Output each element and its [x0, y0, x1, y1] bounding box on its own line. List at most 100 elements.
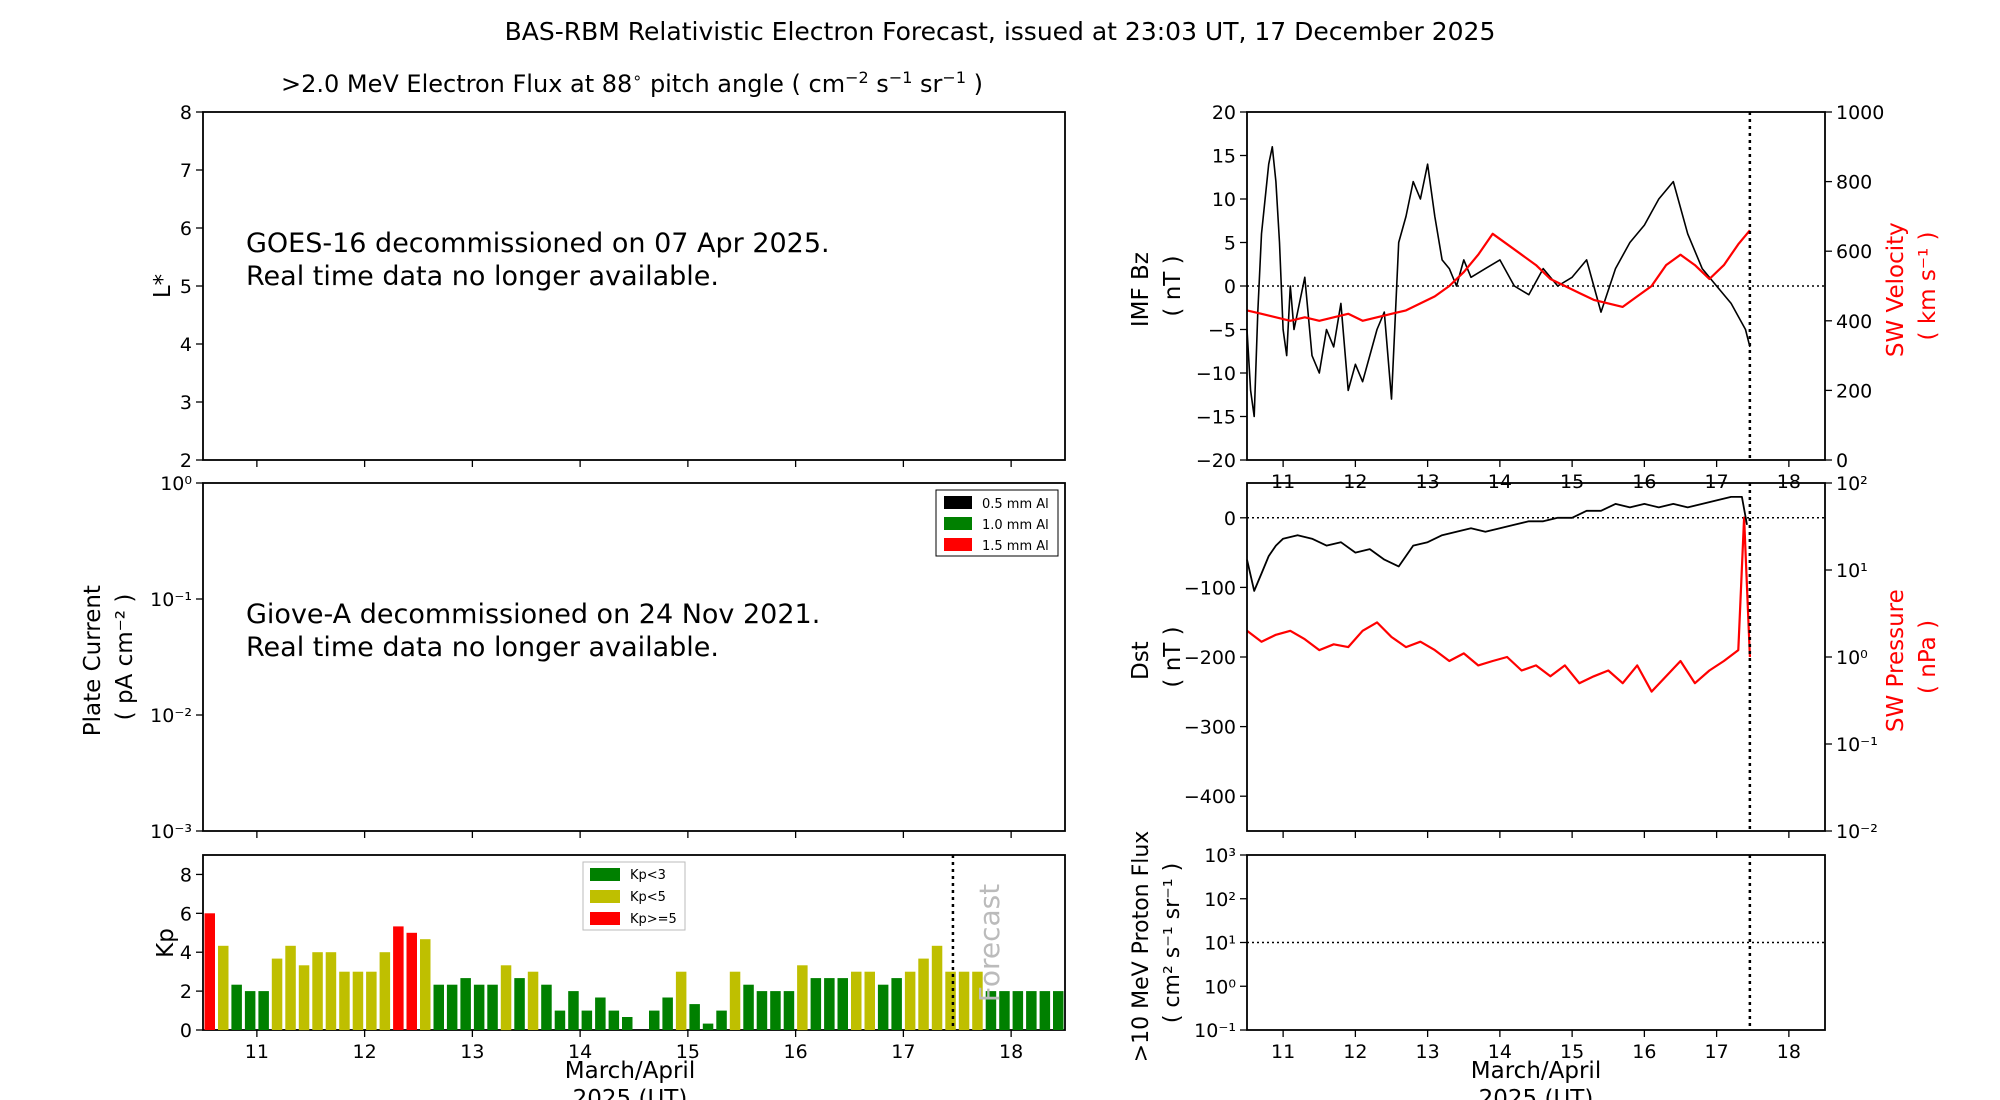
kp-bar	[244, 991, 256, 1030]
kp-forecast-label: Forecast	[973, 884, 1006, 1003]
kp-bar	[460, 978, 471, 1030]
kp-bar	[702, 1023, 714, 1030]
kp-bar	[958, 971, 970, 1030]
plate-ylabel-line2: ( pA cm⁻² )	[112, 594, 138, 721]
kp-bar	[339, 971, 350, 1030]
dst-ylabel: Dst ( nT )	[1128, 626, 1186, 687]
kp-bar	[204, 913, 215, 1030]
proton-x-tick-label: 17	[1705, 1041, 1729, 1063]
kp-bar	[473, 984, 485, 1030]
kp-bar	[500, 965, 512, 1031]
proton-x-tick-label: 14	[1488, 1041, 1512, 1063]
imf-y-tick-label: −20	[1196, 450, 1236, 472]
kp-bar	[271, 958, 283, 1030]
kp-bar	[689, 1004, 700, 1030]
sw-velocity-y-tick-label: 1000	[1836, 102, 1884, 124]
kp-bar	[999, 991, 1010, 1030]
kp-legend: Kp<3 Kp<5 Kp>=5	[582, 861, 686, 931]
kp-panel: 8 6 4 2 0 11 12 13 14 15 16 17 18 Forecast Kp Kp<3 …	[153, 854, 1066, 1100]
legend-label-1.5mm: 1.5 mm Al	[982, 539, 1049, 554]
kp-bar	[541, 984, 552, 1030]
dst-axes	[1246, 482, 1826, 832]
kp-bar	[716, 1010, 727, 1030]
proton-ylabel-line2: ( cm² s⁻¹ sr⁻¹ )	[1160, 863, 1185, 1023]
sw-velocity-y-tick-label: 200	[1836, 380, 1872, 402]
legend-swatch-1.5mm	[944, 538, 972, 551]
kp-legend-swatch-low	[590, 868, 620, 881]
proton-x-ticks: 11 12 13 14 15 16 17 18	[1271, 1030, 1801, 1063]
flux-y-tick-label: 6	[180, 218, 192, 240]
kp-bar	[325, 952, 337, 1030]
sw-pressure-line	[1246, 516, 1751, 693]
plate-ylabel: Plate Current ( pA cm⁻² )	[80, 578, 138, 737]
flux-notice-line2: Real time data no longer available.	[246, 261, 719, 292]
imf-y-tick-label: 15	[1212, 146, 1236, 168]
kp-bar	[675, 971, 687, 1030]
sw-pressure-ylabel-line1: SW Pressure	[1883, 589, 1909, 732]
kp-legend-label-mid: Kp<5	[630, 890, 666, 905]
kp-legend-label-low: Kp<3	[630, 868, 666, 883]
plate-legend: 0.5 mm Al 1.0 mm Al 1.5 mm Al	[935, 489, 1059, 557]
kp-bar	[756, 991, 768, 1030]
kp-bar	[393, 926, 404, 1030]
proton-y-tick-label: 10⁰	[1204, 976, 1236, 998]
flux-panel: >2.0 MeV Electron Flux at 88∘ pitch angl…	[150, 68, 1066, 472]
plate-y-tick-label: 10⁻³	[150, 821, 192, 843]
kp-bar	[729, 971, 741, 1030]
dst-y-tick-label: −300	[1184, 717, 1236, 739]
imf-x-tick-label: 12	[1343, 471, 1367, 493]
imf-x-tick-label: 15	[1560, 471, 1584, 493]
kp-bar	[649, 1010, 660, 1030]
kp-bar	[298, 965, 310, 1031]
kp-bar	[420, 939, 431, 1030]
sw-velocity-ylabel-line2: ( km s⁻¹ )	[1915, 232, 1941, 341]
dst-ylabel-line1: Dst	[1128, 641, 1154, 680]
imf-x-tick-label: 13	[1416, 471, 1440, 493]
dst-y-tick-label: 0	[1224, 508, 1236, 530]
kp-y-tick-label: 0	[180, 1020, 192, 1042]
imf-y-ticks: −20 −15 −10 −5 0 5 10 15 20	[1196, 102, 1247, 472]
plate-notice-line2: Real time data no longer available.	[246, 632, 719, 663]
kp-bar	[985, 991, 997, 1030]
kp-bar	[446, 984, 458, 1030]
plate-axes	[202, 482, 1066, 832]
imf-x-tick-label: 16	[1632, 471, 1656, 493]
proton-y-tick-label: 10¹	[1204, 933, 1236, 955]
imf-x-tick-label: 17	[1705, 471, 1729, 493]
kp-bar	[662, 997, 673, 1030]
legend-swatch-1.0mm	[944, 517, 972, 530]
imf-ylabel-line1: IMF Bz	[1128, 252, 1154, 327]
kp-y-tick-label: 8	[180, 864, 192, 886]
kp-bar	[1039, 991, 1051, 1030]
kp-bar	[931, 945, 943, 1030]
kp-bar	[770, 991, 781, 1030]
kp-x-tick-label: 11	[245, 1041, 269, 1063]
kp-xlabel-line2: 2025 (UT)	[573, 1086, 688, 1100]
kp-x-tick-label: 17	[891, 1041, 915, 1063]
dst-y-ticks: 0 −100 −200 −300 −400	[1184, 508, 1247, 808]
sw-velocity-ylabel: SW Velocity ( km s⁻¹ )	[1883, 215, 1941, 357]
legend-label-0.5mm: 0.5 mm Al	[982, 497, 1049, 512]
kp-y-tick-label: 6	[180, 903, 192, 925]
kp-bar	[285, 945, 296, 1030]
proton-xlabel-line2: 2025 (UT)	[1479, 1086, 1594, 1100]
flux-y-tick-label: 4	[180, 334, 192, 356]
imf-x-tick-label: 11	[1271, 471, 1295, 493]
kp-y-ticks: 8 6 4 2 0	[180, 864, 203, 1042]
kp-xlabel-line1: March/April	[565, 1058, 695, 1084]
imf-y-tick-label: 5	[1224, 233, 1236, 255]
plate-panel: 10⁰ 10⁻¹ 10⁻² 10⁻³ Plate Current ( pA cm⁻² …	[80, 473, 1066, 843]
dst-y-tick-label: −400	[1184, 786, 1236, 808]
kp-bars	[204, 913, 1064, 1031]
kp-bar	[1053, 991, 1064, 1030]
proton-ylabel: >10 MeV Proton Flux ( cm² s⁻¹ sr⁻¹ )	[1129, 824, 1185, 1063]
legend-label-1.0mm: 1.0 mm Al	[982, 518, 1049, 533]
proton-panel: 10⁻¹ 10⁰ 10¹ 10² 10³ 11 12 13 14 15 16 17 18 >10 Me…	[1129, 824, 1826, 1100]
kp-bar	[595, 997, 606, 1030]
sw-pressure-ylabel-line2: ( nPa )	[1915, 620, 1941, 694]
figure-title: BAS-RBM Relativistic Electron Forecast, …	[505, 17, 1496, 46]
kp-bar	[568, 991, 579, 1030]
imf-y-tick-label: −15	[1196, 407, 1236, 429]
imf-x-tick-label: 14	[1488, 471, 1512, 493]
